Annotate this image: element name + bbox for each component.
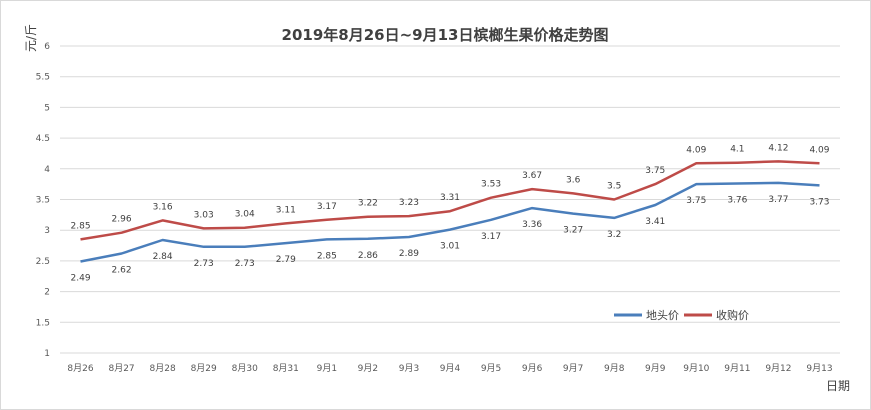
y-tick-label: 4.5 bbox=[36, 134, 50, 144]
x-tick-label: 9月6 bbox=[522, 363, 543, 374]
chart-title: 2019年8月26日~9月13日槟榔生果价格走势图 bbox=[282, 26, 609, 44]
legend-label-1: 收购价 bbox=[716, 308, 749, 322]
data-label: 3.67 bbox=[522, 171, 542, 181]
data-label: 2.85 bbox=[71, 221, 91, 231]
data-label: 3.41 bbox=[645, 217, 665, 227]
data-label: 4.09 bbox=[686, 145, 706, 155]
data-label: 3.36 bbox=[522, 220, 542, 230]
y-tick-label: 3.5 bbox=[36, 196, 50, 206]
x-tick-label: 9月10 bbox=[683, 363, 709, 374]
y-tick-label: 4 bbox=[44, 165, 50, 175]
x-tick-label: 8月27 bbox=[108, 363, 134, 374]
data-label: 2.86 bbox=[358, 251, 378, 261]
data-label: 3.75 bbox=[645, 166, 665, 176]
y-tick-label: 2.5 bbox=[36, 257, 50, 267]
data-label: 2.73 bbox=[235, 259, 255, 269]
x-axis-title: 日期 bbox=[826, 379, 850, 393]
data-label: 3.76 bbox=[727, 196, 747, 206]
data-label: 3.23 bbox=[399, 198, 419, 208]
data-label: 3.16 bbox=[153, 202, 173, 212]
y-tick-label: 5.5 bbox=[36, 73, 50, 83]
data-label: 2.96 bbox=[112, 215, 132, 225]
data-label: 2.49 bbox=[71, 274, 91, 284]
data-label: 3.17 bbox=[481, 232, 501, 242]
data-label: 4.09 bbox=[809, 145, 829, 155]
x-tick-label: 9月4 bbox=[440, 363, 461, 374]
y-tick-label: 5 bbox=[44, 103, 50, 113]
data-label: 3.5 bbox=[607, 182, 621, 192]
y-tick-label: 3 bbox=[44, 226, 50, 236]
data-label: 2.73 bbox=[194, 259, 214, 269]
data-label: 3.22 bbox=[358, 199, 378, 209]
data-label: 2.89 bbox=[399, 249, 419, 259]
data-label: 4.12 bbox=[768, 143, 788, 153]
series-line-0 bbox=[80, 181, 820, 263]
data-label: 3.17 bbox=[317, 202, 337, 212]
gridlines bbox=[60, 45, 840, 354]
y-axis-title: 元/斤 bbox=[24, 24, 38, 52]
data-label: 2.85 bbox=[317, 251, 337, 261]
data-label: 3.01 bbox=[440, 242, 460, 252]
legend: 地头价 收购价 bbox=[614, 308, 749, 322]
y-axis-ticks: 1 1.5 2 2.5 3 3.5 4 4.5 5 5.5 6 bbox=[36, 42, 51, 359]
data-labels: 2.49 2.62 2.84 2.73 2.73 2.79 2.85 2.86 2.89 3.01… bbox=[71, 143, 830, 283]
legend-label-0: 地头价 bbox=[646, 309, 679, 322]
data-label: 3.27 bbox=[563, 226, 583, 236]
y-tick-label: 1.5 bbox=[36, 318, 50, 328]
x-tick-label: 9月7 bbox=[563, 363, 583, 374]
y-tick-label: 1 bbox=[44, 349, 50, 359]
data-label: 3.6 bbox=[566, 175, 581, 185]
x-tick-label: 9月9 bbox=[645, 363, 666, 374]
data-label: 3.73 bbox=[809, 197, 829, 207]
x-tick-label: 9月5 bbox=[481, 363, 501, 374]
data-label: 3.31 bbox=[440, 193, 460, 203]
data-label: 2.79 bbox=[276, 255, 296, 265]
data-label: 2.62 bbox=[112, 266, 132, 276]
data-label: 3.2 bbox=[607, 230, 621, 240]
data-label: 3.03 bbox=[194, 210, 214, 220]
x-tick-label: 8月26 bbox=[67, 363, 93, 374]
x-tick-label: 9月2 bbox=[358, 363, 378, 374]
data-label: 3.75 bbox=[686, 196, 706, 206]
data-label: 3.04 bbox=[235, 210, 255, 220]
data-label: 3.77 bbox=[768, 195, 788, 205]
x-tick-label: 8月28 bbox=[150, 363, 176, 374]
data-label: 3.53 bbox=[481, 180, 501, 190]
x-axis-ticks: 8月26 8月27 8月28 8月29 8月30 8月31 9月1 9月2 9月3 9月4 9月5 9… bbox=[67, 363, 832, 374]
x-tick-label: 9月11 bbox=[724, 363, 750, 374]
data-label: 2.84 bbox=[153, 252, 173, 262]
x-tick-label: 8月30 bbox=[232, 363, 258, 374]
y-tick-label: 6 bbox=[44, 42, 50, 52]
series-line-1 bbox=[80, 160, 820, 241]
y-tick-label: 2 bbox=[44, 288, 50, 298]
x-tick-label: 9月3 bbox=[399, 363, 419, 374]
x-tick-label: 8月31 bbox=[273, 363, 299, 374]
x-tick-label: 9月8 bbox=[604, 363, 625, 374]
x-tick-label: 8月29 bbox=[191, 363, 217, 374]
x-tick-label: 9月13 bbox=[806, 363, 832, 374]
data-label: 3.11 bbox=[276, 205, 296, 215]
data-label: 4.1 bbox=[730, 145, 744, 155]
series-lines bbox=[80, 160, 820, 263]
x-tick-label: 9月12 bbox=[765, 363, 791, 374]
x-tick-label: 9月1 bbox=[317, 363, 337, 374]
